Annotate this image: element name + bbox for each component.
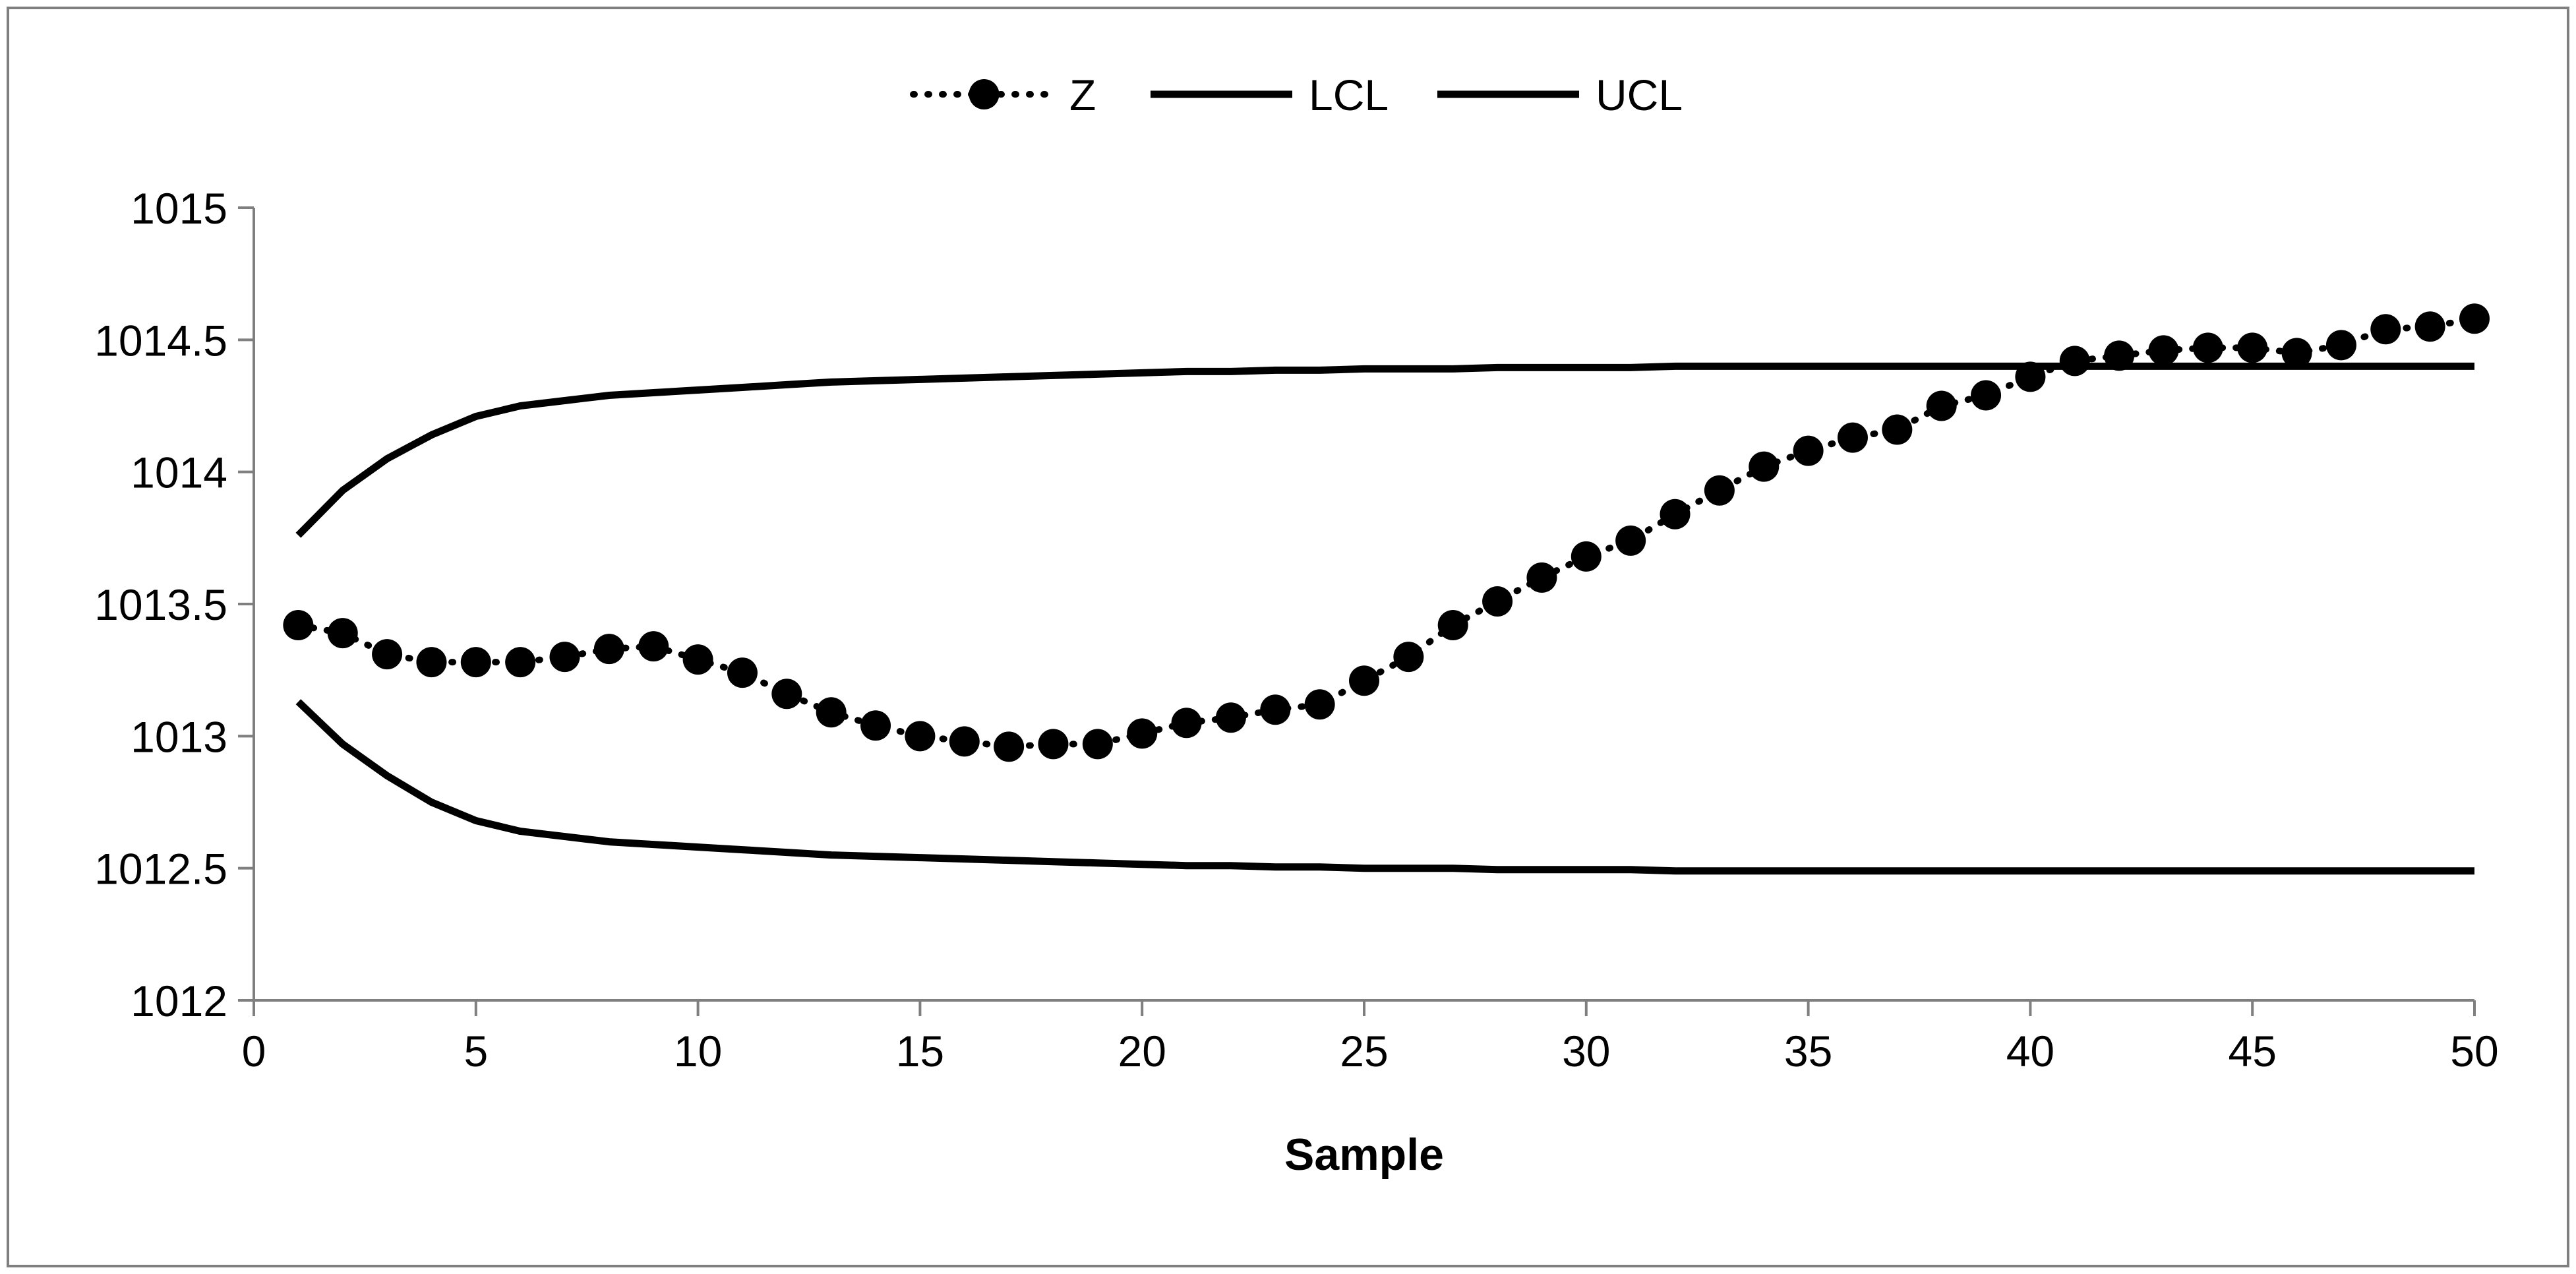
point-z-22	[1215, 702, 1246, 733]
point-z-37	[1882, 414, 1913, 445]
x-tick-label-25: 25	[1340, 1027, 1388, 1076]
point-z-30	[1571, 541, 1602, 572]
point-z-26	[1393, 642, 1424, 673]
y-tick-label-1015: 1015	[131, 184, 227, 233]
point-z-35	[1793, 435, 1824, 466]
point-z-14	[860, 710, 891, 741]
legend-item-lcl: LCL	[1151, 71, 1389, 119]
point-z-10	[682, 644, 713, 675]
point-z-32	[1660, 499, 1691, 530]
x-tick-label-10: 10	[674, 1027, 722, 1076]
series-ucl	[295, 362, 2474, 538]
x-tick-label-0: 0	[242, 1027, 266, 1076]
legend-item-ucl: UCL	[1437, 71, 1683, 119]
x-axis-title: Sample	[1284, 1130, 1444, 1180]
x-tick-label-35: 35	[1784, 1027, 1832, 1076]
point-z-11	[727, 657, 758, 688]
x-tick-label-20: 20	[1118, 1027, 1166, 1076]
y-tick-label-1014: 1014	[131, 448, 227, 497]
y-tick-label-1014-5: 1014.5	[94, 316, 227, 365]
point-z-33	[1704, 475, 1735, 506]
point-z-9	[638, 631, 669, 662]
point-z-38	[1926, 390, 1957, 421]
point-z-23	[1260, 694, 1291, 725]
point-z-48	[2370, 314, 2401, 345]
point-z-21	[1171, 708, 1202, 739]
point-z-15	[905, 721, 936, 752]
series-z	[283, 303, 2490, 762]
point-z-20	[1127, 718, 1158, 749]
point-z-45	[2237, 332, 2268, 363]
point-z-34	[1749, 451, 1780, 482]
point-z-13	[816, 697, 847, 728]
point-z-25	[1349, 665, 1379, 696]
point-z-29	[1526, 562, 1557, 593]
point-z-6	[505, 647, 536, 678]
point-z-7	[549, 642, 580, 673]
x-tick-label-15: 15	[896, 1027, 944, 1076]
legend-label-lcl: LCL	[1309, 71, 1389, 119]
x-axis-ticks: 0 5 10 15 20 25 30 35 40 45 50	[242, 1000, 2499, 1076]
point-z-43	[2148, 335, 2179, 366]
point-z-3	[372, 639, 403, 670]
point-z-27	[1437, 610, 1468, 641]
y-axis-ticks: 1012 1012.5 1013 1013.5 1014 1014.5 1015	[94, 184, 254, 1025]
series-lcl	[295, 699, 2474, 875]
point-z-4	[416, 647, 447, 678]
legend-item-z: Z	[910, 71, 1096, 119]
point-z-46	[2281, 338, 2312, 369]
x-tick-label-45: 45	[2228, 1027, 2276, 1076]
point-z-36	[1837, 422, 1868, 453]
y-tick-label-1013: 1013	[131, 712, 227, 761]
y-tick-label-1013-5: 1013.5	[94, 580, 227, 629]
point-z-12	[771, 679, 802, 710]
point-z-31	[1615, 525, 1646, 556]
point-z-50	[2459, 303, 2490, 334]
x-tick-label-50: 50	[2450, 1027, 2498, 1076]
point-z-28	[1482, 586, 1513, 617]
y-tick-label-1012: 1012	[131, 977, 227, 1025]
point-z-8	[593, 634, 624, 665]
x-tick-label-5: 5	[464, 1027, 488, 1076]
point-z-16	[949, 726, 980, 757]
series-lcl-line	[295, 699, 2474, 875]
chart-border	[7, 7, 2569, 1267]
point-z-44	[2192, 332, 2223, 363]
point-z-18	[1038, 729, 1069, 760]
x-tick-label-40: 40	[2006, 1027, 2054, 1076]
point-z-49	[2414, 311, 2445, 342]
point-z-41	[2059, 346, 2090, 377]
point-z-19	[1082, 729, 1113, 760]
legend-label-ucl: UCL	[1596, 71, 1683, 119]
point-z-17	[994, 731, 1025, 762]
point-z-39	[1971, 380, 2002, 411]
point-z-47	[2325, 330, 2356, 361]
point-z-24	[1304, 689, 1335, 720]
legend: Z LCL UCL	[910, 71, 1683, 119]
series-layer	[283, 303, 2490, 875]
point-z-5	[460, 647, 491, 678]
legend-label-z: Z	[1069, 71, 1096, 119]
x-tick-label-30: 30	[1562, 1027, 1610, 1076]
point-z-2	[327, 618, 358, 649]
y-tick-label-1012-5: 1012.5	[94, 845, 227, 894]
point-z-1	[283, 610, 314, 641]
legend-marker-z	[969, 79, 1000, 109]
series-ucl-line	[295, 362, 2474, 538]
